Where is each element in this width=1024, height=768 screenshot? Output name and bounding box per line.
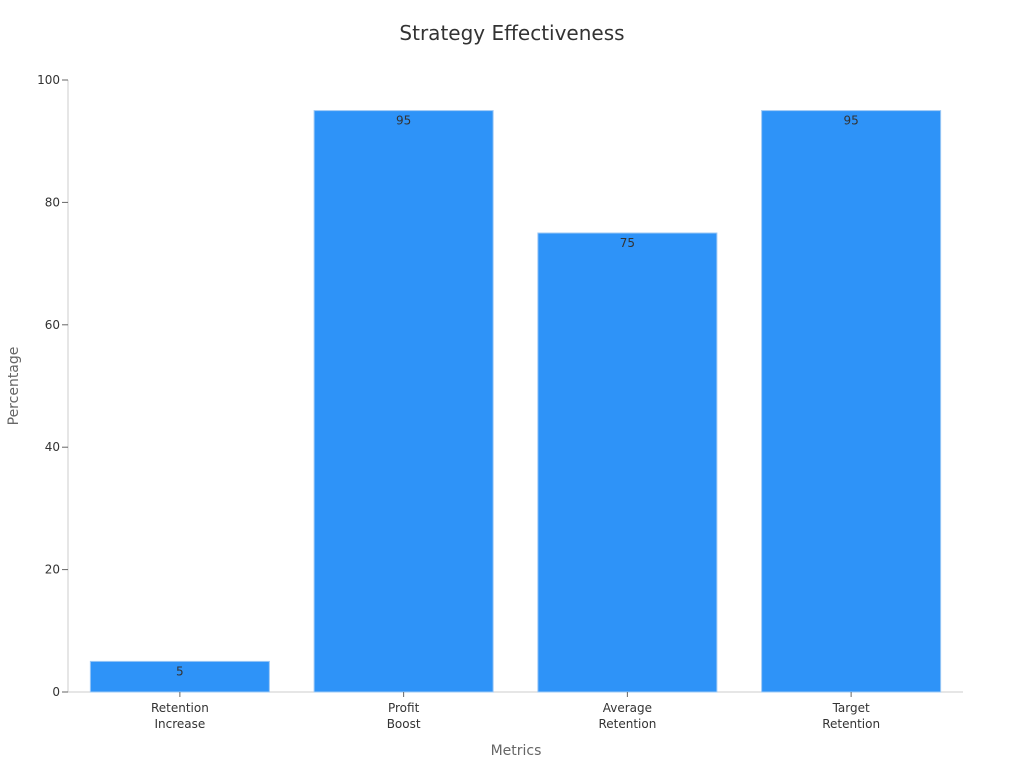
x-tick-label: Retention	[822, 717, 880, 731]
x-tick-label: Target	[832, 701, 870, 715]
y-tick-label: 80	[45, 195, 60, 209]
bar	[313, 110, 494, 693]
x-tick-label: Retention	[598, 717, 656, 731]
y-tick-label: 100	[37, 73, 60, 87]
y-tick-label: 0	[52, 685, 60, 699]
x-tick-label: Profit	[388, 701, 420, 715]
x-axis-label: Metrics	[491, 743, 542, 759]
bar	[761, 110, 942, 693]
bar	[537, 232, 718, 693]
x-tick-label: Average	[603, 701, 652, 715]
y-axis-label: Percentage	[6, 347, 22, 426]
bar	[89, 660, 270, 693]
y-tick-label: 60	[45, 318, 60, 332]
data-label: 75	[620, 236, 635, 250]
chart-title: Strategy Effectiveness	[399, 21, 624, 45]
x-tick-label: Boost	[387, 717, 421, 731]
x-tick-label: Increase	[154, 717, 205, 731]
data-label: 95	[843, 114, 858, 128]
plot-area: 0 20 40 60 80 100 5 Retention Increase 95 Profit Bo…	[37, 73, 963, 731]
data-label: 5	[176, 664, 184, 678]
data-label: 95	[396, 114, 411, 128]
y-tick-label: 20	[45, 563, 60, 577]
x-tick-label: Retention	[151, 701, 209, 715]
y-tick-label: 40	[45, 440, 60, 454]
